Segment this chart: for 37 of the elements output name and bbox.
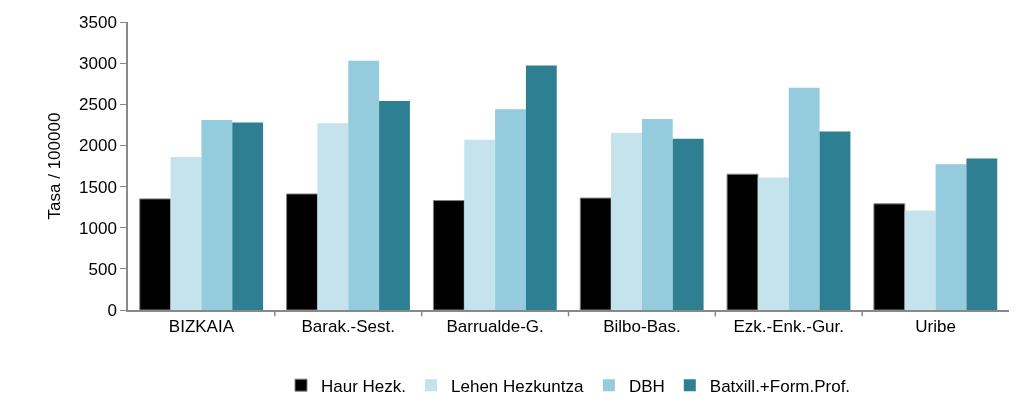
bar <box>757 177 789 310</box>
x-tick-label: Uribe <box>915 317 956 337</box>
y-axis-title: Tasa / 100000 <box>45 112 65 220</box>
bar <box>525 65 557 310</box>
bar <box>641 119 673 310</box>
x-tick-label: Barak.-Sest. <box>301 317 396 337</box>
x-tick-label: Barrualde-G. <box>446 317 544 337</box>
y-tick-label: 1000 <box>79 218 117 238</box>
legend-label: DBH <box>628 376 665 396</box>
legend-label: Lehen Hezkuntza <box>451 376 584 396</box>
legend-label: Batxill.+Form.Prof. <box>709 376 851 396</box>
bar <box>672 138 704 310</box>
bar <box>495 109 526 310</box>
bar <box>170 156 202 310</box>
bar <box>611 133 642 310</box>
y-tick-label: 3500 <box>79 12 117 32</box>
bar <box>966 158 998 310</box>
bar <box>935 164 967 310</box>
y-tick-label: 2500 <box>79 95 117 115</box>
y-tick-label: 3000 <box>79 54 117 74</box>
x-tick-label: Ezk.-Enk.-Gur. <box>733 317 845 337</box>
bar <box>379 100 410 310</box>
bar <box>819 131 851 310</box>
bar <box>317 123 349 310</box>
bar <box>232 122 264 310</box>
bar <box>788 87 820 310</box>
bar <box>201 119 233 310</box>
bar <box>348 60 380 310</box>
y-tick-label: 0 <box>107 300 117 320</box>
y-tick-label: 1500 <box>79 177 117 197</box>
legend-label: Haur Hezk. <box>321 376 407 396</box>
bar <box>464 139 496 310</box>
bar <box>904 210 936 310</box>
x-tick-label: BIZKAIA <box>168 317 235 337</box>
y-tick-label: 500 <box>88 259 117 279</box>
y-tick-label: 2000 <box>79 136 117 156</box>
x-tick-label: Bilbo-Bas. <box>603 317 681 337</box>
